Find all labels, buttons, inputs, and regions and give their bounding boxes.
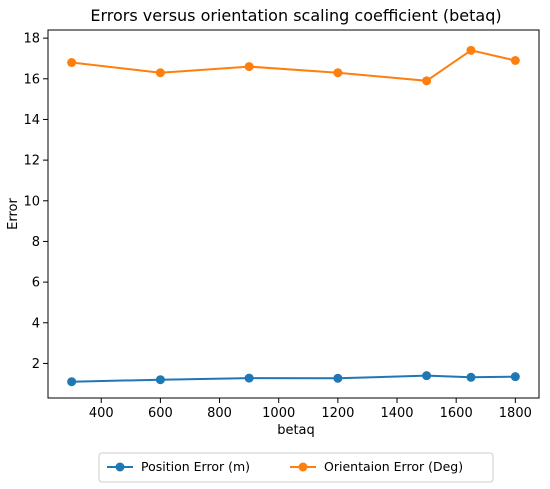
data-point bbox=[510, 372, 520, 382]
data-point bbox=[67, 377, 77, 387]
y-axis-ticks: 2 4 6 8 10 12 14 16 18 bbox=[23, 32, 48, 372]
data-point bbox=[422, 76, 432, 86]
y-tick-label: 14 bbox=[23, 113, 40, 128]
x-tick-label: 600 bbox=[148, 406, 173, 421]
x-tick-label: 1600 bbox=[440, 406, 473, 421]
x-tick-label: 1800 bbox=[499, 406, 532, 421]
y-tick-label: 4 bbox=[32, 316, 40, 331]
x-axis-label: betaq bbox=[277, 423, 315, 438]
data-point bbox=[244, 373, 254, 383]
data-point bbox=[67, 58, 77, 68]
x-tick-label: 800 bbox=[207, 406, 232, 421]
data-point bbox=[155, 68, 165, 78]
legend-label-orientation: Orientaion Error (Deg) bbox=[324, 459, 463, 474]
x-tick-label: 1400 bbox=[380, 406, 413, 421]
data-point bbox=[422, 371, 432, 381]
legend-label-position: Position Error (m) bbox=[141, 459, 250, 474]
data-point bbox=[333, 373, 343, 383]
y-tick-label: 6 bbox=[32, 276, 40, 291]
data-point bbox=[155, 375, 165, 385]
data-point bbox=[510, 55, 520, 65]
series-line bbox=[71, 374, 516, 383]
x-tick-label: 400 bbox=[89, 406, 114, 421]
y-axis-label: Error bbox=[6, 198, 21, 230]
plot-area-frame bbox=[47, 29, 540, 399]
series-1 bbox=[67, 45, 520, 86]
y-tick-label: 8 bbox=[32, 235, 40, 250]
x-tick-label: 1200 bbox=[321, 406, 354, 421]
legend-marker-position bbox=[115, 462, 125, 472]
series-0 bbox=[67, 371, 520, 387]
y-tick-label: 18 bbox=[23, 32, 40, 47]
x-axis-ticks: 400 600 800 1000 1200 1400 1600 1800 bbox=[89, 398, 532, 421]
data-point bbox=[244, 62, 254, 72]
chart-title: Errors versus orientation scaling coeffi… bbox=[90, 6, 501, 25]
y-tick-label: 16 bbox=[23, 72, 40, 87]
series-layer bbox=[67, 45, 520, 387]
y-tick-label: 2 bbox=[32, 357, 40, 372]
data-point bbox=[466, 45, 476, 55]
x-tick-label: 1000 bbox=[262, 406, 295, 421]
y-tick-label: 10 bbox=[23, 194, 40, 209]
data-point bbox=[466, 372, 476, 382]
data-point bbox=[333, 68, 343, 78]
legend: Position Error (m) Orientaion Error (Deg… bbox=[98, 452, 494, 483]
legend-marker-orientation bbox=[298, 462, 308, 472]
y-tick-label: 12 bbox=[23, 154, 40, 169]
series-line bbox=[71, 49, 516, 82]
